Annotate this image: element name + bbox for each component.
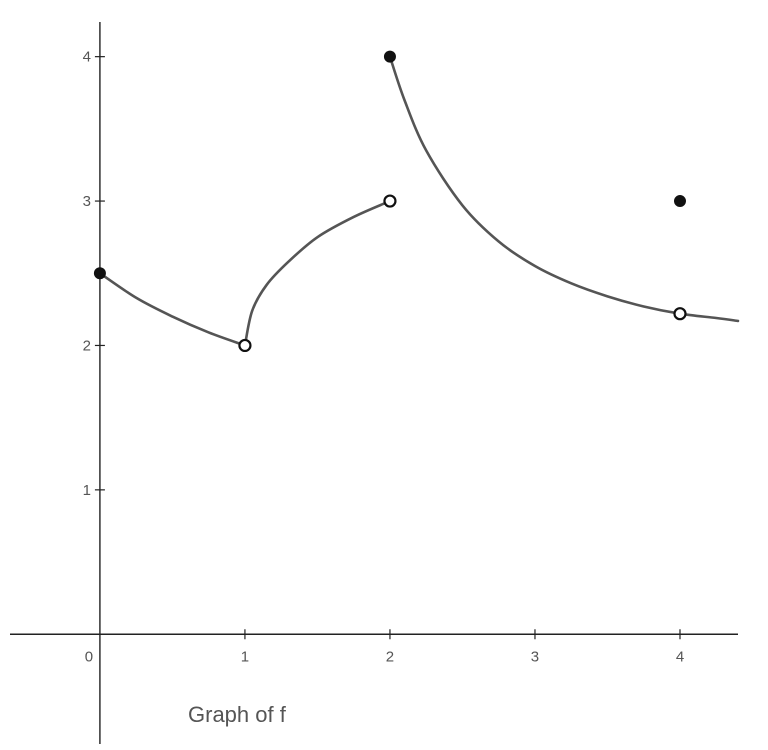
closed-point [673, 195, 686, 208]
curve-group [98, 55, 740, 347]
x-tick-label: 4 [676, 648, 684, 665]
y-tick-label: 2 [83, 337, 91, 354]
y-tick-group: 1 2 3 4 [83, 49, 105, 499]
chart-caption: Graph of f [188, 702, 287, 727]
open-point [238, 338, 252, 353]
y-tick-label: 3 [83, 193, 91, 210]
curve-segment-3 [388, 55, 740, 323]
open-point [383, 194, 397, 208]
y-tick-label: 1 [83, 482, 91, 499]
open-point [673, 307, 687, 321]
point-group [93, 50, 687, 353]
x-tick-label: 2 [386, 648, 394, 665]
x-tick-group: 0 1 2 3 4 [85, 629, 684, 665]
x-tick-label: 0 [85, 648, 93, 665]
x-tick-label: 1 [241, 648, 249, 665]
axes-layer [10, 22, 738, 744]
closed-point [383, 50, 396, 63]
curve-segment-2 [243, 199, 392, 347]
y-tick-label: 4 [83, 49, 91, 66]
x-tick-label: 3 [531, 648, 539, 665]
closed-point [93, 267, 106, 280]
curve-segment-1 [98, 271, 247, 347]
